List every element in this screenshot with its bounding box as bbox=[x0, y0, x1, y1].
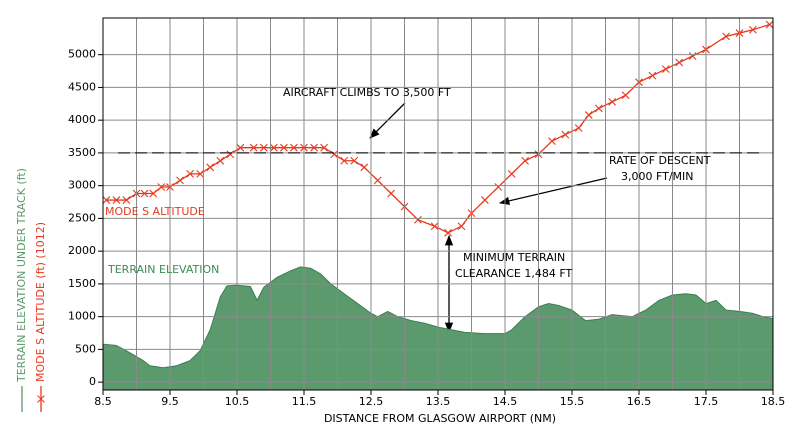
altitude-marker bbox=[226, 150, 235, 159]
annotation-arrow bbox=[498, 177, 608, 205]
x-tick-label: 8.5 bbox=[94, 395, 112, 408]
altitude-marker bbox=[648, 71, 657, 80]
x-tick-label: 18.5 bbox=[761, 395, 786, 408]
altitude-marker bbox=[157, 183, 166, 191]
altitude-marker bbox=[594, 104, 603, 113]
x-tick-label: 12.5 bbox=[359, 395, 384, 408]
x-tick-label: 9.5 bbox=[161, 395, 179, 408]
altitude-marker bbox=[102, 196, 111, 204]
legend-item: MODE S ALTITUDE (ft) (1012) bbox=[34, 222, 47, 412]
altitude-marker bbox=[548, 137, 556, 146]
altitude-marker bbox=[765, 20, 774, 29]
legend-label: MODE S ALTITUDE (ft) (1012) bbox=[34, 222, 47, 382]
altitude-marker bbox=[216, 156, 225, 165]
altitude-marker bbox=[149, 189, 158, 198]
y-tick-label: 4000 bbox=[68, 113, 96, 126]
annotation: MODE S ALTITUDE bbox=[105, 205, 205, 218]
altitude-marker bbox=[320, 143, 328, 152]
altitude-marker bbox=[140, 189, 149, 198]
altitude-marker bbox=[688, 52, 697, 60]
altitude-marker bbox=[414, 215, 422, 224]
altitude-marker bbox=[249, 143, 258, 152]
altitude-marker bbox=[584, 111, 593, 119]
altitude-marker bbox=[507, 169, 516, 178]
altitude-marker bbox=[176, 176, 184, 185]
annotation: RATE OF DESCENT bbox=[609, 154, 711, 167]
altitude-marker bbox=[621, 91, 630, 100]
legend-item: TERRAIN ELEVATION UNDER TRACK (ft) bbox=[15, 168, 28, 412]
altitude-marker bbox=[749, 25, 757, 34]
altitude-marker bbox=[608, 97, 617, 106]
x-tick-label: 15.5 bbox=[560, 395, 585, 408]
altitude-marker bbox=[350, 156, 359, 165]
x-tick-label: 10.5 bbox=[225, 395, 250, 408]
x-tick-label: 13.5 bbox=[426, 395, 451, 408]
altitude-marker bbox=[280, 143, 288, 152]
y-tick-label: 2500 bbox=[68, 211, 96, 224]
altitude-marker bbox=[196, 169, 205, 178]
altitude-marker bbox=[574, 124, 583, 132]
y-tick-label: 3500 bbox=[68, 146, 96, 159]
y-tick-label: 5000 bbox=[68, 48, 96, 61]
altitude-marker bbox=[112, 196, 121, 204]
altitude-marker bbox=[521, 156, 529, 165]
altitude-marker bbox=[387, 189, 395, 198]
altitude-marker bbox=[494, 183, 503, 191]
altitude-marker bbox=[373, 176, 382, 185]
altitude-marker bbox=[561, 130, 570, 139]
annotation: AIRCRAFT CLIMBS TO 3,500 FT bbox=[283, 86, 451, 99]
altitude-marker bbox=[340, 156, 349, 165]
y-tick-label: 4500 bbox=[68, 80, 96, 93]
y-tick-label: 3000 bbox=[68, 179, 96, 192]
y-tick-label: 1500 bbox=[68, 277, 96, 290]
altitude-marker bbox=[675, 58, 684, 67]
altitude-marker bbox=[269, 143, 278, 152]
altitude-marker bbox=[236, 143, 245, 152]
annotation: 3,000 FT/MIN bbox=[621, 170, 694, 183]
altitude-marker bbox=[290, 143, 298, 152]
y-tick-label: 0 bbox=[89, 375, 96, 388]
altitude-marker bbox=[444, 228, 452, 237]
x-tick-label: 17.5 bbox=[694, 395, 719, 408]
x-axis-label: DISTANCE FROM GLASGOW AIRPORT (NM) bbox=[324, 412, 556, 425]
annotation: MINIMUM TERRAIN bbox=[463, 251, 565, 264]
altitude-marker bbox=[310, 143, 318, 152]
y-tick-label: 500 bbox=[75, 342, 96, 355]
altitude-marker bbox=[481, 196, 489, 204]
annotation: TERRAIN ELEVATION bbox=[107, 263, 219, 276]
altitude-marker bbox=[430, 222, 439, 231]
altitude-marker bbox=[122, 196, 131, 204]
altitude-marker bbox=[360, 163, 369, 172]
altitude-marker bbox=[330, 150, 339, 159]
annotation: CLEARANCE 1,484 FT bbox=[455, 267, 572, 280]
altitude-marker bbox=[259, 143, 268, 152]
altitude-marker bbox=[661, 65, 670, 73]
legend-label: TERRAIN ELEVATION UNDER TRACK (ft) bbox=[15, 168, 28, 383]
altitude-marker bbox=[457, 222, 466, 231]
y-tick-label: 1000 bbox=[68, 310, 96, 323]
x-tick-label: 16.5 bbox=[627, 395, 652, 408]
altitude-marker bbox=[206, 163, 215, 172]
altitude-marker bbox=[722, 32, 730, 41]
y-tick-label: 2000 bbox=[68, 244, 96, 257]
legend-marker bbox=[37, 395, 45, 403]
x-tick-label: 14.5 bbox=[493, 395, 518, 408]
x-tick-label: 11.5 bbox=[292, 395, 317, 408]
altitude-marker bbox=[186, 169, 194, 178]
